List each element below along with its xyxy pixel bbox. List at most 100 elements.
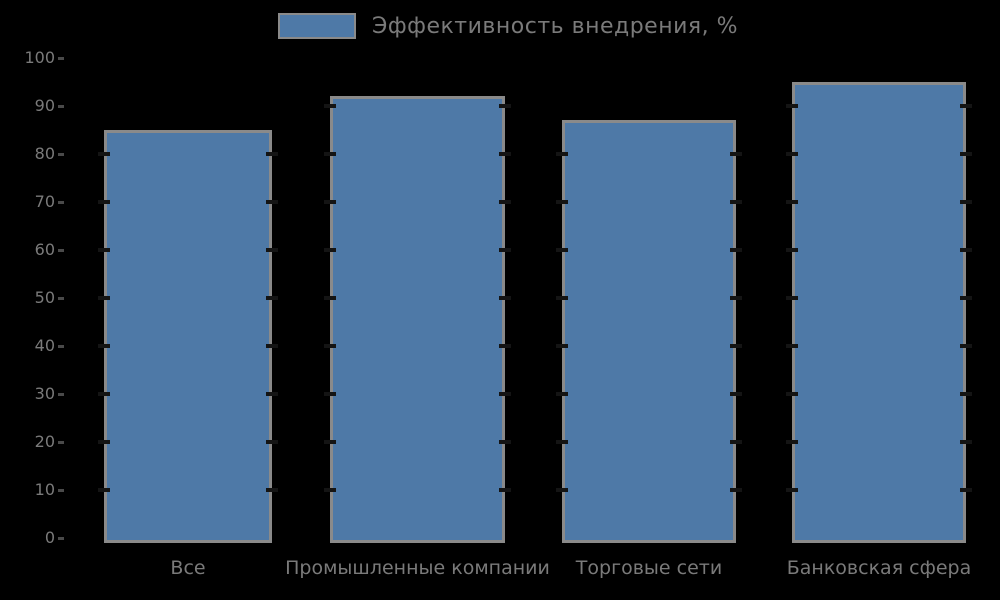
- y-axis-tick-label: 90: [34, 96, 55, 115]
- bar-edge-tick: [266, 200, 278, 204]
- bar-edge-tick: [98, 248, 110, 252]
- bar-edge-tick: [730, 200, 742, 204]
- y-axis-tick-mark: [58, 153, 64, 156]
- bar-edge-tick: [786, 392, 798, 396]
- bar-edge-tick: [499, 344, 511, 348]
- bar-edge-tick: [324, 440, 336, 444]
- bar-edge-tick: [960, 104, 972, 108]
- y-axis-tick-mark: [58, 105, 64, 108]
- bar-edge-tick: [556, 248, 568, 252]
- y-axis-tick-label: 20: [34, 432, 55, 451]
- bar-edge-tick: [786, 488, 798, 492]
- bar-edge-tick: [960, 392, 972, 396]
- bar-edge-tick: [960, 296, 972, 300]
- bar-edge-tick: [730, 344, 742, 348]
- bar-edge-tick: [98, 440, 110, 444]
- bar-edge-tick: [98, 152, 110, 156]
- y-axis-tick-label: 50: [34, 288, 55, 307]
- y-axis-tick-mark: [58, 393, 64, 396]
- bar-edge-tick: [960, 488, 972, 492]
- y-axis-tick-mark: [58, 537, 64, 540]
- bar-edge-tick: [786, 152, 798, 156]
- bar-edge-tick: [730, 392, 742, 396]
- bar-edge-tick: [499, 200, 511, 204]
- bar-edge-tick: [786, 104, 798, 108]
- bar-edge-tick: [266, 152, 278, 156]
- bar-edge-tick: [98, 488, 110, 492]
- y-axis-tick-mark: [58, 249, 64, 252]
- y-axis-tick-label: 40: [34, 336, 55, 355]
- bar-edge-tick: [499, 296, 511, 300]
- bar-edge-tick: [730, 488, 742, 492]
- y-axis-tick-mark: [58, 441, 64, 444]
- y-axis-tick-label: 10: [34, 480, 55, 499]
- bar-edge-tick: [960, 152, 972, 156]
- bar-edge-tick: [98, 344, 110, 348]
- bar-edge-tick: [960, 248, 972, 252]
- y-axis-tick-label: 70: [34, 192, 55, 211]
- y-axis-tick-mark: [58, 57, 64, 60]
- bar-4: [792, 82, 966, 543]
- x-axis-label: Торговые сети: [575, 557, 723, 579]
- bar-edge-tick: [499, 440, 511, 444]
- bar-edge-tick: [499, 488, 511, 492]
- bar-edge-tick: [98, 200, 110, 204]
- bar-edge-tick: [556, 152, 568, 156]
- bar-edge-tick: [324, 488, 336, 492]
- legend-label: Эффективность внедрения, %: [372, 13, 738, 39]
- bar-edge-tick: [786, 200, 798, 204]
- y-axis-tick-mark: [58, 201, 64, 204]
- y-axis-tick-label: 100: [24, 48, 55, 67]
- x-axis-label: Промышленные компании: [285, 557, 550, 579]
- bar-edge-tick: [499, 392, 511, 396]
- bar-edge-tick: [960, 344, 972, 348]
- bar-edge-tick: [556, 296, 568, 300]
- bar-edge-tick: [786, 296, 798, 300]
- bar-edge-tick: [730, 296, 742, 300]
- x-axis-label: Банковская сфера: [786, 557, 972, 579]
- bar-edge-tick: [786, 344, 798, 348]
- bar-edge-tick: [324, 344, 336, 348]
- bar-edge-tick: [499, 152, 511, 156]
- x-axis-label: Все: [170, 557, 206, 579]
- bar-edge-tick: [499, 248, 511, 252]
- bar-edge-tick: [324, 392, 336, 396]
- bar-1: [104, 130, 272, 543]
- y-axis-tick-label: 0: [44, 528, 55, 547]
- bar-edge-tick: [98, 296, 110, 300]
- bar-edge-tick: [556, 344, 568, 348]
- bar-edge-tick: [266, 392, 278, 396]
- bar-edge-tick: [960, 200, 972, 204]
- bar-edge-tick: [556, 392, 568, 396]
- bar-edge-tick: [324, 152, 336, 156]
- bar-2: [330, 96, 505, 543]
- y-axis-tick-label: 60: [34, 240, 55, 259]
- bar-edge-tick: [786, 248, 798, 252]
- y-axis-tick-mark: [58, 297, 64, 300]
- y-axis-tick-mark: [58, 489, 64, 492]
- bar-edge-tick: [556, 488, 568, 492]
- y-axis-tick-label: 80: [34, 144, 55, 163]
- bar-edge-tick: [960, 440, 972, 444]
- bar-edge-tick: [266, 248, 278, 252]
- bar-edge-tick: [556, 440, 568, 444]
- bar-edge-tick: [499, 104, 511, 108]
- bar-edge-tick: [730, 248, 742, 252]
- bar-edge-tick: [324, 104, 336, 108]
- bar-edge-tick: [266, 488, 278, 492]
- bar-3: [562, 120, 736, 543]
- bar-edge-tick: [730, 152, 742, 156]
- bar-edge-tick: [324, 296, 336, 300]
- bar-edge-tick: [324, 248, 336, 252]
- legend: Эффективность внедрения, %: [278, 13, 738, 39]
- bar-edge-tick: [266, 440, 278, 444]
- y-axis-tick-label: 30: [34, 384, 55, 403]
- bar-edge-tick: [324, 200, 336, 204]
- bar-edge-tick: [556, 200, 568, 204]
- bar-edge-tick: [266, 296, 278, 300]
- y-axis-tick-mark: [58, 345, 64, 348]
- bar-edge-tick: [786, 440, 798, 444]
- bar-edge-tick: [730, 440, 742, 444]
